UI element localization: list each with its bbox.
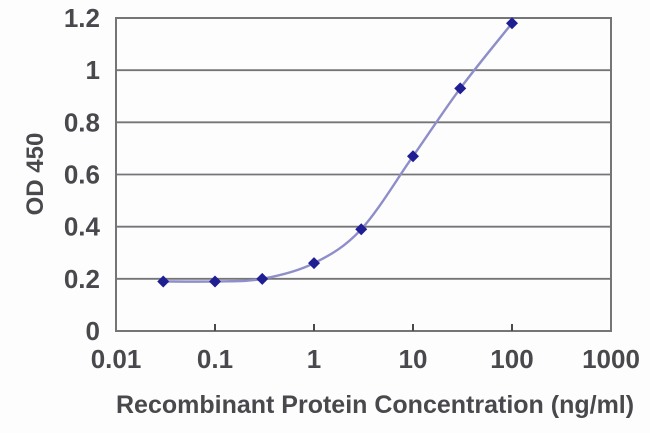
y-tick-label-0.4: 0.4 [64,212,101,242]
plot-frame [115,17,612,332]
data-point-marker-3 [355,223,368,236]
series-line [162,22,514,283]
y-tick-label-0: 0 [86,316,100,346]
x-tick-label-0.01: 0.01 [91,344,142,374]
data-point-marker-100 [506,17,518,30]
x-tick-label-1: 1 [307,344,321,374]
data-point-marker-1 [308,257,320,270]
y-tick-label-1.2: 1.2 [64,3,100,33]
x-tick-label-0.1: 0.1 [197,344,233,374]
data-point-marker-0.1 [209,275,221,288]
data-point-marker-30 [454,82,467,95]
data-point-marker-10 [407,150,419,163]
y-tick-label-0.2: 0.2 [64,264,100,294]
x-axis-title: Recombinant Protein Concentration (ng/ml… [116,391,635,419]
x-tick-label-1000: 1000 [582,344,640,374]
x-tick-label-10: 10 [399,344,428,374]
data-point-marker-0.03 [157,275,170,288]
y-tick-label-1: 1 [86,55,100,85]
data-point-marker-0.3 [256,272,269,285]
x-tick-label-100: 100 [490,344,533,374]
y-axis-title: OD 450 [22,132,49,216]
y-tick-label-0.8: 0.8 [64,107,100,137]
y-tick-label-0.6: 0.6 [64,160,100,190]
